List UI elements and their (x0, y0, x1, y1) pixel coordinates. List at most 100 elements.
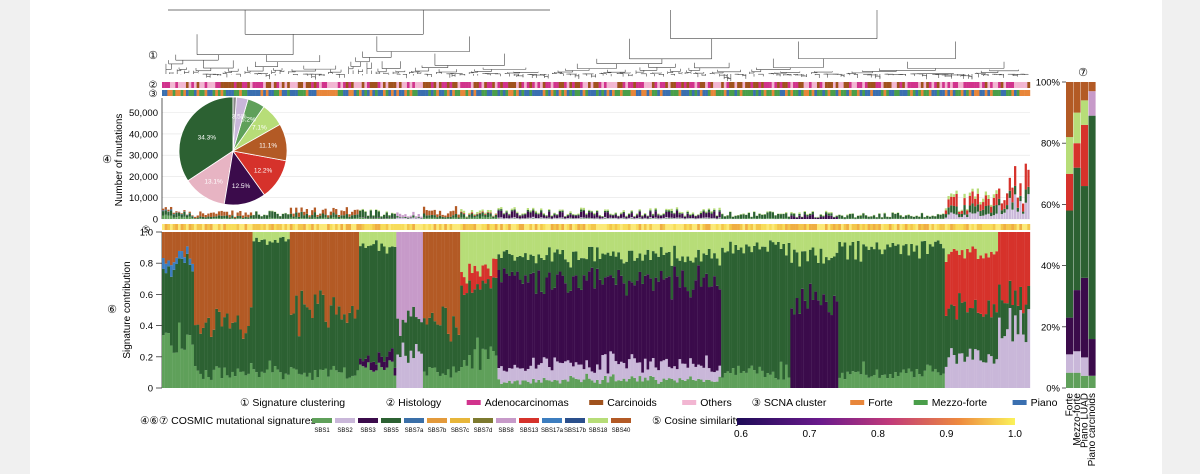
cosine-cell (654, 224, 658, 230)
contribution-bar-segment (753, 370, 756, 388)
histology-cell (785, 82, 788, 88)
contribution-bar-segment (798, 266, 802, 314)
cosine-cell (524, 224, 527, 230)
cosine-cell (622, 224, 626, 230)
cosine-cell (601, 224, 605, 230)
histology-cell (1027, 82, 1031, 88)
mutation-bar-segment (638, 211, 641, 218)
cosine-cell (952, 224, 956, 230)
scna-cell (430, 90, 434, 96)
scna-cell (428, 90, 432, 96)
histology-cell (361, 82, 365, 88)
contribution-bar-segment (960, 232, 964, 251)
contribution-bar-segment (643, 254, 647, 276)
contribution-bar-segment (332, 365, 336, 388)
histology-cell (260, 82, 264, 88)
histology-cell (902, 82, 906, 88)
scna-cell (851, 90, 855, 96)
contribution-bar-segment (974, 248, 977, 300)
mutation-bar-segment (779, 214, 782, 219)
mutation-bar-segment (947, 196, 950, 200)
mutation-bar-segment (476, 216, 479, 219)
contribution-bar-segment (252, 241, 256, 370)
signature-swatch (611, 418, 631, 423)
contribution-bar-segment (162, 335, 165, 388)
contribution-bar-segment (422, 371, 426, 388)
contribution-bar-segment (675, 232, 679, 259)
cosine-cell (968, 224, 972, 230)
contribution-bar-segment (566, 381, 570, 388)
contribution-bar-segment (502, 251, 506, 269)
contribution-bar-segment (867, 377, 871, 388)
contribution-bar-segment (284, 373, 288, 388)
scna-cell (878, 90, 882, 96)
histology-cell (606, 82, 610, 88)
signature-label: SBS40 (612, 428, 631, 434)
mutation-bar-segment (404, 217, 407, 219)
contribution-bar-segment (609, 275, 613, 352)
scna-cell (872, 90, 876, 96)
contribution-bar-segment (835, 301, 839, 388)
mutation-bar-segment (457, 217, 460, 219)
contribution-bar-segment (460, 367, 464, 388)
contribution-bar-segment (681, 270, 685, 364)
scna-cell (1003, 90, 1007, 96)
mutation-bar-segment (518, 214, 522, 216)
cosine-cell (377, 224, 381, 230)
mutation-bar-segment (292, 216, 295, 219)
mutation-bar-segment (742, 214, 745, 219)
cosine-cell (955, 224, 959, 230)
contribution-bar-segment (268, 241, 272, 361)
mutation-bar-segment (614, 214, 617, 218)
cosine-cell (787, 224, 791, 230)
contribution-bar-segment (1008, 232, 1012, 281)
legend-item-label: ② Histology (386, 397, 442, 409)
contribution-bar-segment (361, 366, 365, 388)
mutation-bar-segment (729, 211, 732, 219)
contribution-bar-segment (561, 363, 565, 380)
cosine-cell (1022, 224, 1025, 230)
scna-cell (225, 90, 229, 96)
cosine-cell (308, 224, 312, 230)
cosine-cell (199, 224, 203, 230)
scna-cell (524, 90, 527, 96)
scna-cell (385, 90, 389, 96)
mutation-bar-segment (899, 214, 902, 216)
histology-cell (228, 82, 232, 88)
contribution-bar-segment (441, 306, 445, 374)
scna-cell (928, 90, 932, 96)
contribution-bar-segment (273, 239, 277, 367)
contribution-bar-segment (968, 232, 972, 253)
mutation-bar-segment (556, 214, 559, 216)
histology-cell (1024, 82, 1028, 88)
panel-label-4: ④ (102, 154, 112, 166)
scna-cell (492, 90, 496, 96)
mutation-bar-segment (180, 213, 183, 214)
histology-cell (963, 82, 967, 88)
mutation-bar-segment (966, 214, 969, 218)
mutation-bar-segment (582, 209, 585, 211)
contribution-bar-segment (545, 358, 549, 381)
contribution-bar-segment (622, 362, 626, 379)
contribution-bar-segment (311, 318, 314, 380)
contribution-bar-segment (955, 319, 959, 364)
contribution-bar-segment (321, 232, 325, 295)
cosine-cell (596, 224, 599, 230)
contribution-bar-segment (619, 232, 623, 260)
mutation-bar-segment (486, 212, 490, 218)
mutation-bar-segment (529, 217, 532, 219)
mutation-bar-segment (580, 207, 583, 210)
scna-cell (215, 90, 219, 96)
contribution-bar-segment (657, 383, 661, 388)
contribution-bar-segment (886, 232, 890, 245)
mutation-bar-segment (460, 211, 463, 213)
contribution-bar-segment (979, 232, 983, 256)
scna-cell (934, 90, 938, 96)
mutation-bar-segment (992, 194, 995, 198)
scna-cell (473, 90, 477, 96)
histology-cell (180, 82, 184, 88)
mutation-bar-segment (492, 215, 495, 217)
contribution-bar-segment (566, 360, 570, 382)
scna-cell (335, 90, 338, 96)
contribution-bar-segment (846, 232, 850, 260)
